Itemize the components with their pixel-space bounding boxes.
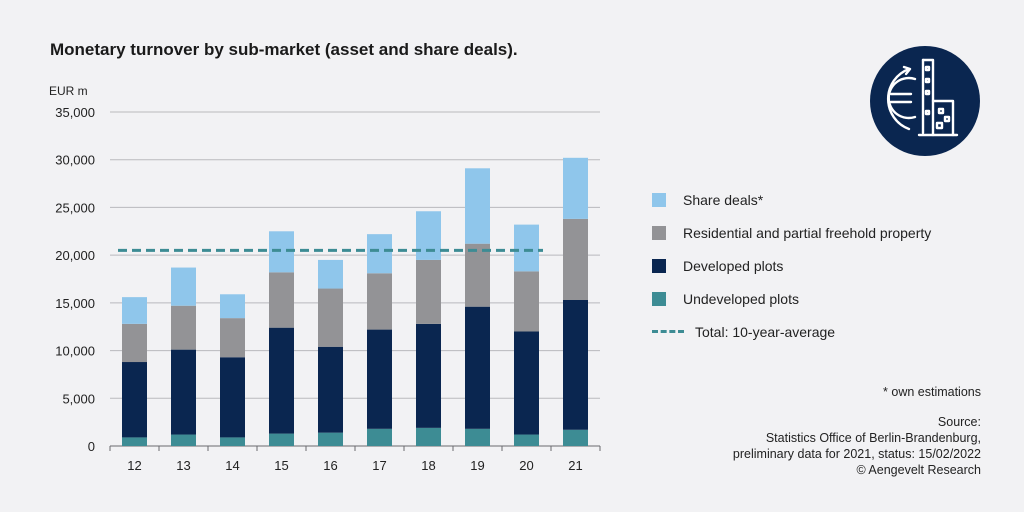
x-tick-label: 20 <box>519 458 533 473</box>
bar-share-deals-16 <box>318 259 343 289</box>
legend-label-share-deals: Share deals* <box>683 191 764 208</box>
y-tick-label: 15,000 <box>55 296 95 311</box>
x-tick-label: 16 <box>323 458 337 473</box>
bar-residential-and-partial-freehold-property-15 <box>269 272 294 328</box>
y-axis-unit-label: EUR m <box>49 84 88 98</box>
legend-label-average: Total: 10-year-average <box>695 323 836 340</box>
euro-building-icon <box>870 46 980 156</box>
source-line: Statistics Office of Berlin-Brandenburg, <box>765 431 981 445</box>
y-tick-label: 35,000 <box>55 105 95 120</box>
y-tick-label: 10,000 <box>55 344 95 359</box>
bar-undeveloped-plots-13 <box>171 434 196 446</box>
x-tick-label: 12 <box>127 458 141 473</box>
legend-item-average: Total: 10-year-average <box>652 315 931 348</box>
legend-swatch-undeveloped <box>652 291 666 306</box>
y-tick-label: 25,000 <box>55 200 95 215</box>
bar-undeveloped-plots-15 <box>269 433 294 446</box>
bar-developed-plots-21 <box>563 299 588 430</box>
x-tick-label: 18 <box>421 458 435 473</box>
bar-developed-plots-18 <box>416 323 441 428</box>
chart-title: Monetary turnover by sub-market (asset a… <box>50 40 518 59</box>
x-tick-label: 19 <box>470 458 484 473</box>
bar-developed-plots-12 <box>122 362 147 438</box>
x-tick-label: 15 <box>274 458 288 473</box>
legend-item-residential: Residential and partial freehold propert… <box>652 216 931 249</box>
bar-undeveloped-plots-19 <box>465 428 490 446</box>
bar-developed-plots-14 <box>220 357 245 438</box>
bar-share-deals-12 <box>122 297 147 324</box>
legend-label-developed: Developed plots <box>683 257 784 274</box>
legend-swatch-developed <box>652 258 666 273</box>
bar-developed-plots-20 <box>514 331 539 435</box>
bar-residential-and-partial-freehold-property-12 <box>122 323 147 363</box>
bar-residential-and-partial-freehold-property-21 <box>563 218 588 300</box>
bar-share-deals-21 <box>563 157 588 219</box>
legend-label-undeveloped: Undeveloped plots <box>683 290 799 307</box>
legend-swatch-average <box>652 330 684 333</box>
bar-share-deals-19 <box>465 168 490 244</box>
y-tick-label: 30,000 <box>55 153 95 168</box>
x-tick-label: 21 <box>568 458 582 473</box>
y-tick-label: 5,000 <box>62 391 95 406</box>
bar-undeveloped-plots-20 <box>514 434 539 446</box>
bar-share-deals-17 <box>367 234 392 274</box>
bar-residential-and-partial-freehold-property-17 <box>367 273 392 330</box>
chart-legend: Share deals* Residential and partial fre… <box>652 183 931 348</box>
bar-undeveloped-plots-21 <box>563 429 588 446</box>
bar-residential-and-partial-freehold-property-13 <box>171 305 196 350</box>
legend-swatch-share-deals <box>652 192 666 207</box>
bar-undeveloped-plots-16 <box>318 432 343 446</box>
bar-developed-plots-13 <box>171 349 196 435</box>
bar-developed-plots-19 <box>465 306 490 429</box>
bar-share-deals-14 <box>220 294 245 319</box>
source-notes: * own estimations Source: Statistics Off… <box>733 384 981 478</box>
bar-residential-and-partial-freehold-property-19 <box>465 243 490 307</box>
y-tick-label: 0 <box>88 439 95 454</box>
bar-residential-and-partial-freehold-property-16 <box>318 288 343 347</box>
source-line: preliminary data for 2021, status: 15/02… <box>732 447 981 461</box>
source-line: © Aengevelt Research <box>856 463 981 477</box>
legend-item-developed: Developed plots <box>652 249 931 282</box>
bar-undeveloped-plots-17 <box>367 428 392 446</box>
bar-residential-and-partial-freehold-property-20 <box>514 271 539 332</box>
bar-share-deals-13 <box>171 267 196 306</box>
legend-swatch-residential <box>652 225 666 240</box>
bar-undeveloped-plots-14 <box>220 437 245 446</box>
bar-developed-plots-17 <box>367 329 392 429</box>
x-tick-label: 14 <box>225 458 239 473</box>
y-tick-label: 20,000 <box>55 248 95 263</box>
bar-undeveloped-plots-18 <box>416 427 441 446</box>
bar-undeveloped-plots-12 <box>122 437 147 446</box>
bar-developed-plots-16 <box>318 346 343 433</box>
x-tick-label: 13 <box>176 458 190 473</box>
legend-label-residential: Residential and partial freehold propert… <box>683 224 932 241</box>
footnote: * own estimations <box>883 385 981 399</box>
legend-item-undeveloped: Undeveloped plots <box>652 282 931 315</box>
bar-share-deals-20 <box>514 224 539 272</box>
bar-share-deals-18 <box>416 211 441 260</box>
x-tick-label: 17 <box>372 458 386 473</box>
bar-residential-and-partial-freehold-property-18 <box>416 259 441 324</box>
bar-developed-plots-15 <box>269 327 294 434</box>
legend-item-share-deals: Share deals* <box>652 183 931 216</box>
source-line: Source: <box>937 415 981 429</box>
bar-residential-and-partial-freehold-property-14 <box>220 318 245 358</box>
